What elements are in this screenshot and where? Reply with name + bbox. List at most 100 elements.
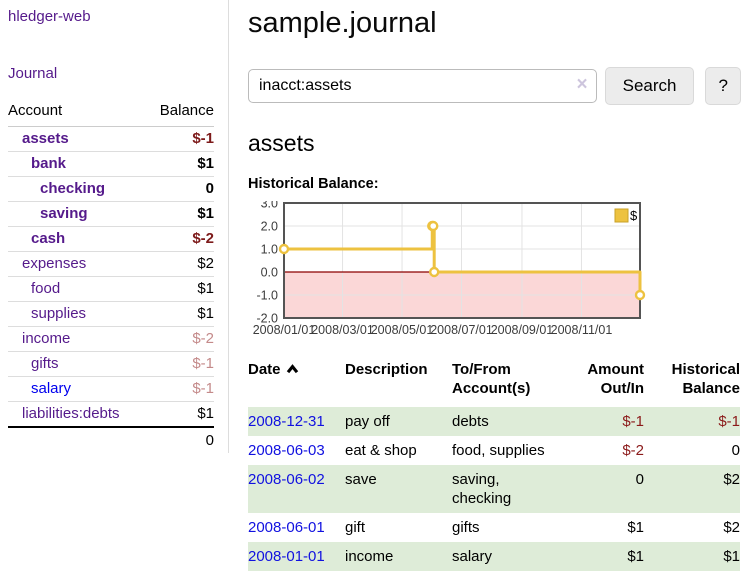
account-row: assets $-1 [8,126,214,152]
transaction-balance: $2 [723,519,740,536]
transaction-balance: $2 [723,471,740,488]
account-row: bank $1 [8,151,214,177]
data-point-marker [429,266,440,278]
account-link[interactable]: assets [22,130,69,147]
sort-ascending-icon [286,364,298,374]
transaction-description: income [345,548,394,565]
data-point-marker [428,220,439,232]
register-header-amount: Amount Out/In [587,361,644,397]
transaction-description: eat & shop [345,442,417,459]
account-link[interactable]: food [31,280,61,297]
account-row: income $-2 [8,326,214,352]
account-balance: 0 [146,176,214,202]
transaction-balance: 0 [731,442,740,459]
account-row: gifts $-1 [8,351,214,377]
x-axis-tick-label: 2008/07/01 [430,323,493,337]
account-row: cash $-2 [8,226,214,252]
account-row: food $1 [8,276,214,302]
register-row: 2008-06-02 save saving, checking 0 $2 [248,465,740,513]
account-balance: $2 [146,251,214,277]
transaction-amount: $-2 [622,442,644,459]
y-axis-tick-label: 3.0 [261,201,278,211]
transaction-description: save [345,471,377,488]
accounts-total-row: 0 [8,426,214,453]
account-link[interactable]: liabilities:debts [22,405,120,422]
search-input[interactable] [248,69,597,103]
account-link[interactable]: salary [31,380,72,397]
account-balance: $1 [146,151,214,177]
x-axis-tick-label: 2008/09/01 [491,323,554,337]
plot-border [283,202,641,319]
account-link[interactable]: checking [40,180,106,197]
transaction-date-link[interactable]: 2008-06-02 [248,471,325,488]
account-balance: $-2 [146,326,214,352]
account-row: liabilities:debts $1 [8,402,214,428]
transaction-date-link[interactable]: 2008-01-01 [248,548,325,565]
register-table: Date Description To/From Account(s) Amount … [248,356,740,571]
account-link[interactable]: saving [40,205,88,222]
transaction-amount: 0 [635,471,644,488]
transaction-accounts: debts [452,413,489,430]
data-point-marker [634,289,646,301]
transaction-amount: $-1 [622,413,644,430]
transaction-amount: $1 [627,519,644,536]
nav-journal: Journal [8,65,220,82]
x-axis-tick-label: 2008/05/01 [371,323,434,337]
accounts-header-balance: Balance [146,98,214,127]
account-balance: $-1 [146,351,214,377]
register-header-accounts: To/From Account(s) [452,361,531,397]
legend-swatch [614,208,629,223]
help-button[interactable]: ? [705,67,741,105]
account-balance: $1 [197,405,214,422]
transaction-accounts: salary [452,548,493,565]
transaction-date-link[interactable]: 2008-12-31 [248,413,325,430]
accounts-header-row: Account Balance [8,98,214,127]
chart-title: Historical Balance: [248,176,379,192]
x-axis-tick-label: 2008/11/01 [551,323,613,337]
app-title-link[interactable]: hledger-web [8,8,91,25]
transaction-date-link[interactable]: 2008-06-03 [248,442,325,459]
brand: hledger-web [8,8,220,25]
register-header-balance: Historical Balance [671,361,740,397]
y-axis-tick-label: -1.0 [256,289,278,303]
accounts-total-balance: 0 [146,426,214,453]
clear-search-icon[interactable]: × [576,74,588,95]
account-link[interactable]: cash [31,230,66,247]
register-row: 2008-01-01 income salary $1 $1 [248,542,740,571]
transaction-accounts: saving, checking [452,471,512,507]
account-row: saving $1 [8,201,214,227]
account-heading: assets [248,130,315,156]
account-link[interactable]: expenses [22,255,87,272]
account-link[interactable]: income [22,330,71,347]
register-header-date[interactable]: Date [248,356,345,407]
account-row: expenses $2 [8,251,214,277]
account-balance: $1 [146,301,214,327]
search-box: × [248,69,597,103]
historical-balance-chart: $3.0 2.0 1.0 0.0 -1.0 -2.0 2008/01/01 2008/03/0… [248,201,741,343]
journal-link[interactable]: Journal [8,65,58,82]
register-row: 2008-06-03 eat & shop food, supplies $-2 0 [248,436,740,465]
account-balance: $-1 [146,126,214,152]
account-balance: $-1 [146,376,214,402]
accounts-table: Account Balance assets $-1 bank $1 checking 0… [8,98,214,453]
account-row: salary $-1 [8,376,214,402]
account-row: supplies $1 [8,301,214,327]
account-balance: $1 [146,201,214,227]
register-header-description: Description [345,361,428,378]
page-title: sample.journal [248,7,437,39]
account-balance: $1 [146,276,214,302]
account-link[interactable]: bank [31,155,67,172]
transaction-date-link[interactable]: 2008-06-01 [248,519,325,536]
transaction-accounts: gifts [452,519,480,536]
balance-chart-svg: $3.0 2.0 1.0 0.0 -1.0 -2.02008/01/012008/03/0… [253,201,646,337]
register-row: 2008-12-31 pay off debts $-1 $-1 [248,407,740,436]
search-button[interactable]: Search [604,67,695,105]
legend-label: $ [630,208,638,223]
account-link[interactable]: supplies [31,305,87,322]
transaction-balance: $-1 [718,413,740,430]
search-row: × Search ? [248,67,741,105]
account-link[interactable]: gifts [31,355,59,372]
y-axis-tick-label: -2.0 [256,312,278,326]
transaction-description: gift [345,519,366,536]
